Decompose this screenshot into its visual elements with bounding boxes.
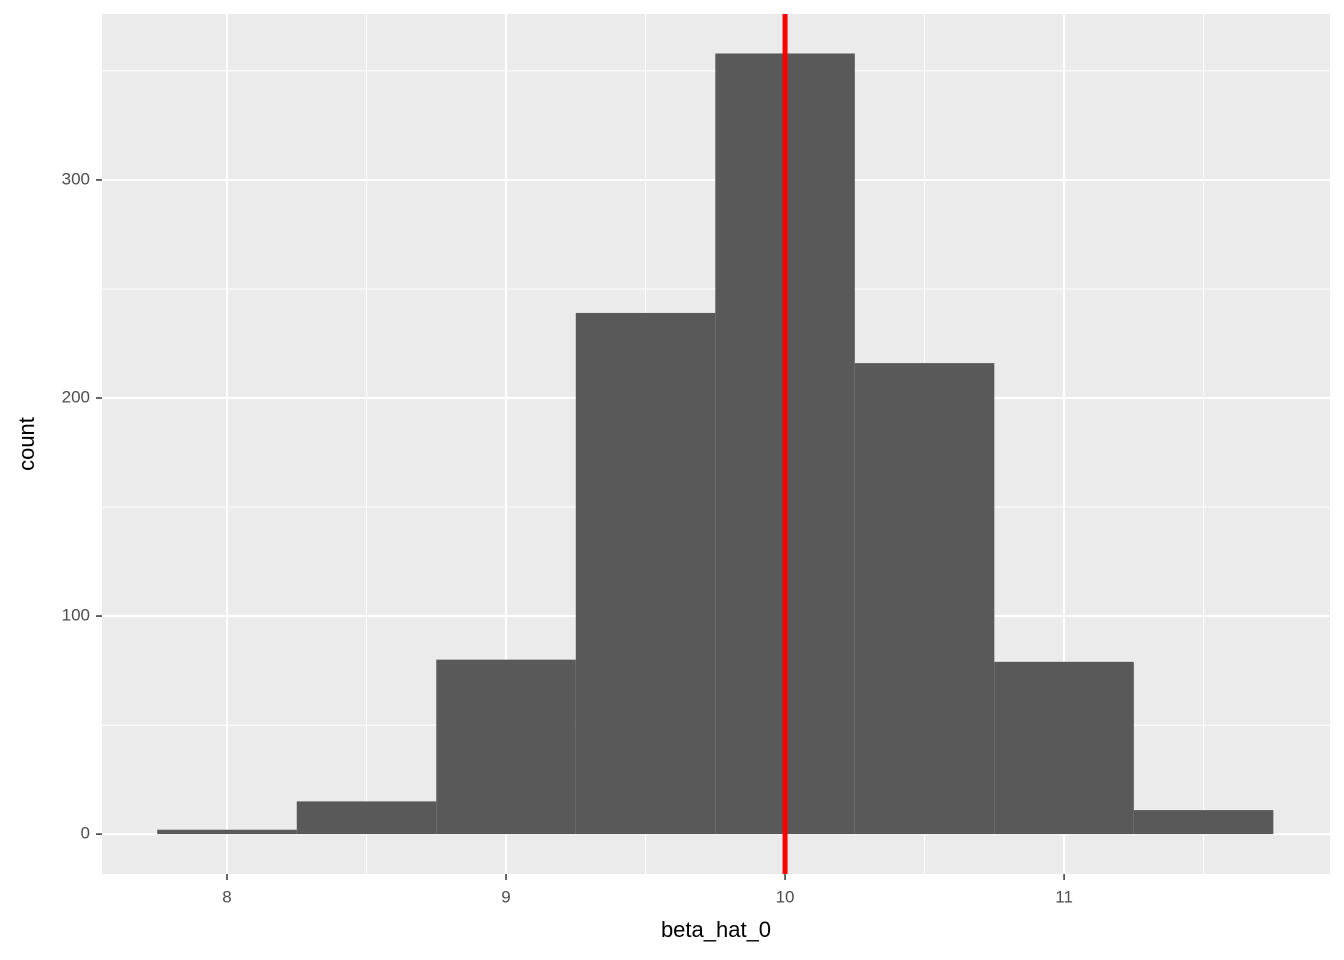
x-tick-label: 11 — [1055, 887, 1073, 906]
y-axis-title: count — [14, 417, 39, 471]
x-tick-label: 9 — [501, 887, 510, 906]
bar — [157, 829, 297, 835]
bar — [994, 661, 1134, 835]
y-tick-label: 0 — [81, 824, 90, 843]
y-tick-label: 200 — [62, 387, 90, 406]
bar — [1133, 810, 1274, 835]
x-tick-label: 10 — [776, 887, 795, 906]
bar — [854, 363, 995, 835]
bar — [436, 659, 576, 835]
bar — [296, 801, 437, 835]
bar — [575, 312, 716, 835]
x-axis-title: beta_hat_0 — [661, 917, 771, 942]
y-tick-label: 300 — [62, 169, 90, 188]
y-tick-label: 100 — [62, 606, 90, 625]
x-tick-label: 8 — [222, 887, 231, 906]
